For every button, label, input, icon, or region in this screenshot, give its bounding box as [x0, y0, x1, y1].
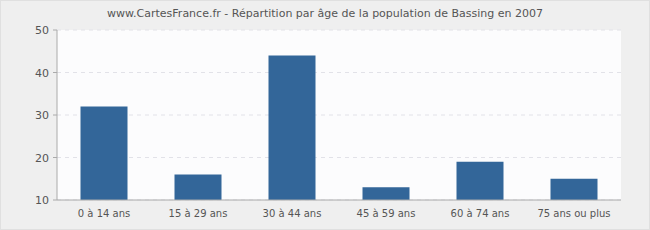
y-axis [57, 30, 58, 200]
tick-label: 30 [35, 109, 49, 122]
background [0, 0, 650, 230]
category-label: 45 à 59 ans [357, 208, 416, 219]
category-label: 15 à 29 ans [169, 208, 228, 219]
tick-label: 20 [35, 152, 49, 165]
grid-line [57, 200, 621, 201]
chart-container: www.CartesFrance.fr - Répartition par âg… [0, 0, 650, 230]
category-label: 60 à 74 ans [451, 208, 510, 219]
chart-svg: www.CartesFrance.fr - Répartition par âg… [0, 0, 650, 230]
bar [81, 107, 128, 201]
tick-mark [53, 30, 57, 31]
bars [81, 56, 598, 201]
plot-area [57, 30, 621, 200]
bar [551, 179, 598, 200]
grid-line [57, 30, 621, 31]
tick-mark [53, 115, 57, 116]
tick-label: 10 [35, 194, 49, 207]
bar [457, 162, 504, 200]
bar [175, 175, 222, 201]
tick-label: 40 [35, 67, 49, 80]
grid-line [57, 72, 621, 73]
title: www.CartesFrance.fr - Répartition par âg… [107, 7, 543, 20]
category-label: 75 ans ou plus [537, 208, 610, 219]
tick-label: 50 [35, 24, 49, 37]
bar [269, 56, 316, 201]
tick-mark [53, 157, 57, 158]
tick-mark [53, 72, 57, 73]
category-label: 0 à 14 ans [78, 208, 130, 219]
grid-line [57, 157, 621, 158]
bar [363, 187, 410, 200]
x-axis [57, 200, 621, 201]
category-label: 30 à 44 ans [263, 208, 322, 219]
tick-mark [53, 200, 57, 201]
grid-line [57, 115, 621, 116]
outer-frame [1, 1, 650, 230]
